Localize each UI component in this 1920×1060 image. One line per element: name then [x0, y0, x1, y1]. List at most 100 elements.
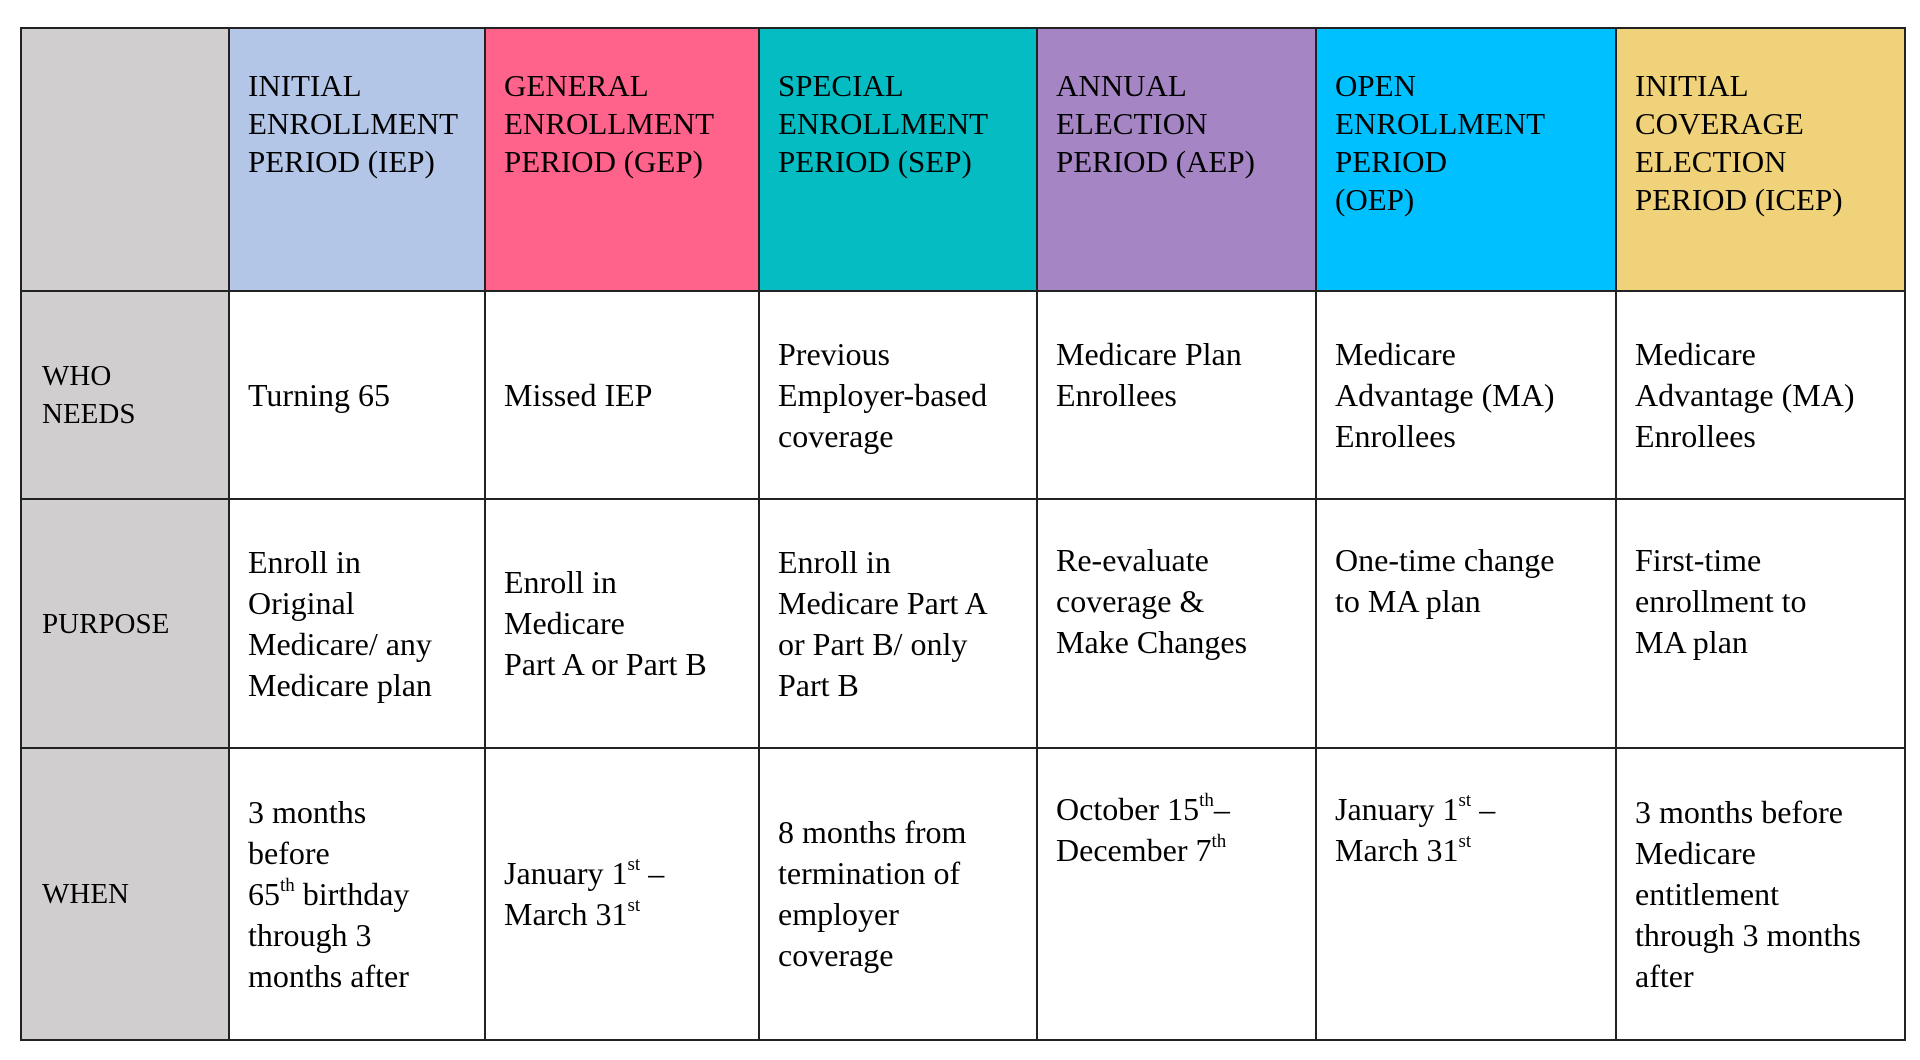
header-text: ENROLLMENT: [248, 106, 459, 141]
cell-line: 8 months from: [778, 812, 1022, 853]
cell-text: employer: [778, 896, 899, 932]
cell-text: Medicare: [504, 605, 625, 641]
header-text: INITIAL: [248, 68, 362, 103]
header-text: (OEP): [1335, 182, 1415, 217]
cell-text: March 31: [1335, 832, 1459, 868]
cell-line: Part A or Part B: [504, 644, 744, 685]
cell-line: October 15th–: [1056, 789, 1301, 830]
header-text: ANNUAL: [1056, 68, 1187, 103]
header-text: COVERAGE: [1635, 106, 1804, 141]
table-cell: January 1st – March 31st: [484, 747, 760, 1041]
cell-text: Make Changes: [1056, 624, 1248, 660]
header-text: ELECTION: [1056, 106, 1208, 141]
table-cell: First-time enrollment to MA plan: [1615, 498, 1906, 749]
cell-text: 8 months from: [778, 814, 967, 850]
row-label: WHEN: [20, 747, 230, 1041]
cell-text: Medicare Part A: [778, 584, 988, 621]
cell-text: through 3: [248, 916, 372, 953]
cell-line: Make Changes: [1056, 622, 1301, 663]
cell-line: First-time: [1635, 540, 1890, 581]
cell-line: Medicare Part A: [778, 583, 1022, 624]
row-label: WHO NEEDS: [20, 290, 230, 500]
cell-text: October 15: [1056, 791, 1200, 827]
table-cell: Enroll in Original Medicare/ any Medicare p…: [228, 498, 486, 749]
cell-line: One-time change: [1335, 540, 1601, 581]
cell-line: entitlement: [1635, 874, 1890, 915]
cell-text: Enrollees: [1056, 376, 1177, 413]
cell-line: Missed IEP: [504, 375, 744, 416]
cell-line: before: [248, 833, 470, 874]
cell-text: Medicare/ any: [248, 625, 432, 662]
cell-line: months after: [248, 956, 470, 997]
cell-line: Original: [248, 583, 470, 624]
cell-text: –: [1471, 791, 1496, 827]
header-text: ELECTION: [1635, 144, 1787, 179]
cell-text: through 3 months: [1635, 916, 1861, 953]
table-cell: Medicare Plan Enrollees: [1036, 290, 1317, 500]
cell-line: Medicare: [1635, 334, 1890, 375]
cell-text: –: [640, 855, 665, 891]
cell-text: Original: [248, 584, 355, 621]
header-cell-iep: INITIAL ENROLLMENT PERIOD (IEP): [228, 27, 486, 292]
ordinal-suffix: th: [1211, 831, 1227, 853]
header-cell-gep: GENERAL ENROLLMENT PERIOD (GEP): [484, 27, 760, 292]
table-cell: January 1st – March 31st: [1315, 747, 1617, 1041]
ordinal-suffix: th: [280, 874, 295, 896]
cell-text: Medicare plan: [248, 666, 432, 703]
cell-text: coverage: [778, 937, 894, 973]
table-cell: Medicare Advantage (MA) Enrollees: [1615, 290, 1906, 500]
cell-line: to MA plan: [1335, 581, 1601, 622]
cell-text: Previous: [778, 335, 890, 372]
cell-line: January 1st –: [1335, 789, 1601, 830]
cell-line: termination of: [778, 853, 1022, 894]
table-cell: Missed IEP: [484, 290, 760, 500]
cell-line: Medicare: [1335, 334, 1601, 375]
cell-text: Enroll in: [504, 564, 617, 600]
cell-text: 3 months: [248, 793, 367, 830]
row-label-text: NEEDS: [42, 398, 136, 430]
cell-text: First-time: [1635, 542, 1762, 578]
cell-line: Advantage (MA): [1335, 375, 1601, 416]
row-label: PURPOSE: [20, 498, 230, 749]
cell-line: or Part B/ only: [778, 624, 1022, 665]
cell-text: Re-evaluate: [1056, 542, 1209, 578]
cell-text: Medicare Plan: [1056, 335, 1242, 372]
cell-line: MA plan: [1635, 622, 1890, 663]
cell-text: –: [1213, 791, 1230, 827]
cell-line: March 31st: [1335, 830, 1601, 871]
cell-text: Advantage (MA): [1335, 376, 1555, 413]
cell-line: 3 months before: [1635, 792, 1890, 833]
cell-text: or Part B/ only: [778, 625, 968, 662]
cell-line: December 7th: [1056, 830, 1301, 871]
cell-line: Employer-based: [778, 375, 1022, 416]
cell-line: Part B: [778, 665, 1022, 706]
ordinal-suffix: st: [1458, 790, 1472, 812]
enrollment-periods-table: INITIAL ENROLLMENT PERIOD (IEP) GENERAL ENRO…: [20, 27, 1906, 1041]
cell-text: Medicare: [1335, 335, 1456, 372]
cell-line: coverage: [778, 416, 1022, 457]
cell-line: Previous: [778, 334, 1022, 375]
cell-line: coverage &: [1056, 581, 1301, 622]
cell-line: Medicare: [504, 603, 744, 644]
cell-text: before: [248, 834, 330, 871]
cell-line: Medicare: [1635, 833, 1890, 874]
cell-text: Part B: [778, 666, 859, 703]
header-text: ENROLLMENT: [778, 106, 989, 141]
header-cell-icep: INITIAL COVERAGE ELECTION PERIOD (ICEP): [1615, 27, 1906, 292]
table-cell: 3 months before 65th birthday through 3 mont…: [228, 747, 486, 1041]
header-text: PERIOD (SEP): [778, 144, 972, 179]
cell-text: December 7: [1056, 832, 1212, 868]
cell-text: MA plan: [1635, 624, 1748, 660]
table-row: WHEN 3 months before 65th birthday through 3…: [20, 747, 1906, 1041]
cell-line: Enroll in: [248, 542, 470, 583]
cell-line: Advantage (MA): [1635, 375, 1890, 416]
row-label-text: PURPOSE: [42, 607, 170, 640]
table-cell: Medicare Advantage (MA) Enrollees: [1315, 290, 1617, 500]
cell-text: coverage: [778, 417, 894, 454]
cell-text: termination of: [778, 855, 961, 891]
table-cell: Enroll in Medicare Part A or Part B: [484, 498, 760, 749]
cell-line: Enroll in: [778, 542, 1022, 583]
table-cell: Enroll in Medicare Part A or Part B/ only P…: [758, 498, 1038, 749]
cell-line: employer: [778, 894, 1022, 935]
cell-text: [1056, 418, 1064, 454]
